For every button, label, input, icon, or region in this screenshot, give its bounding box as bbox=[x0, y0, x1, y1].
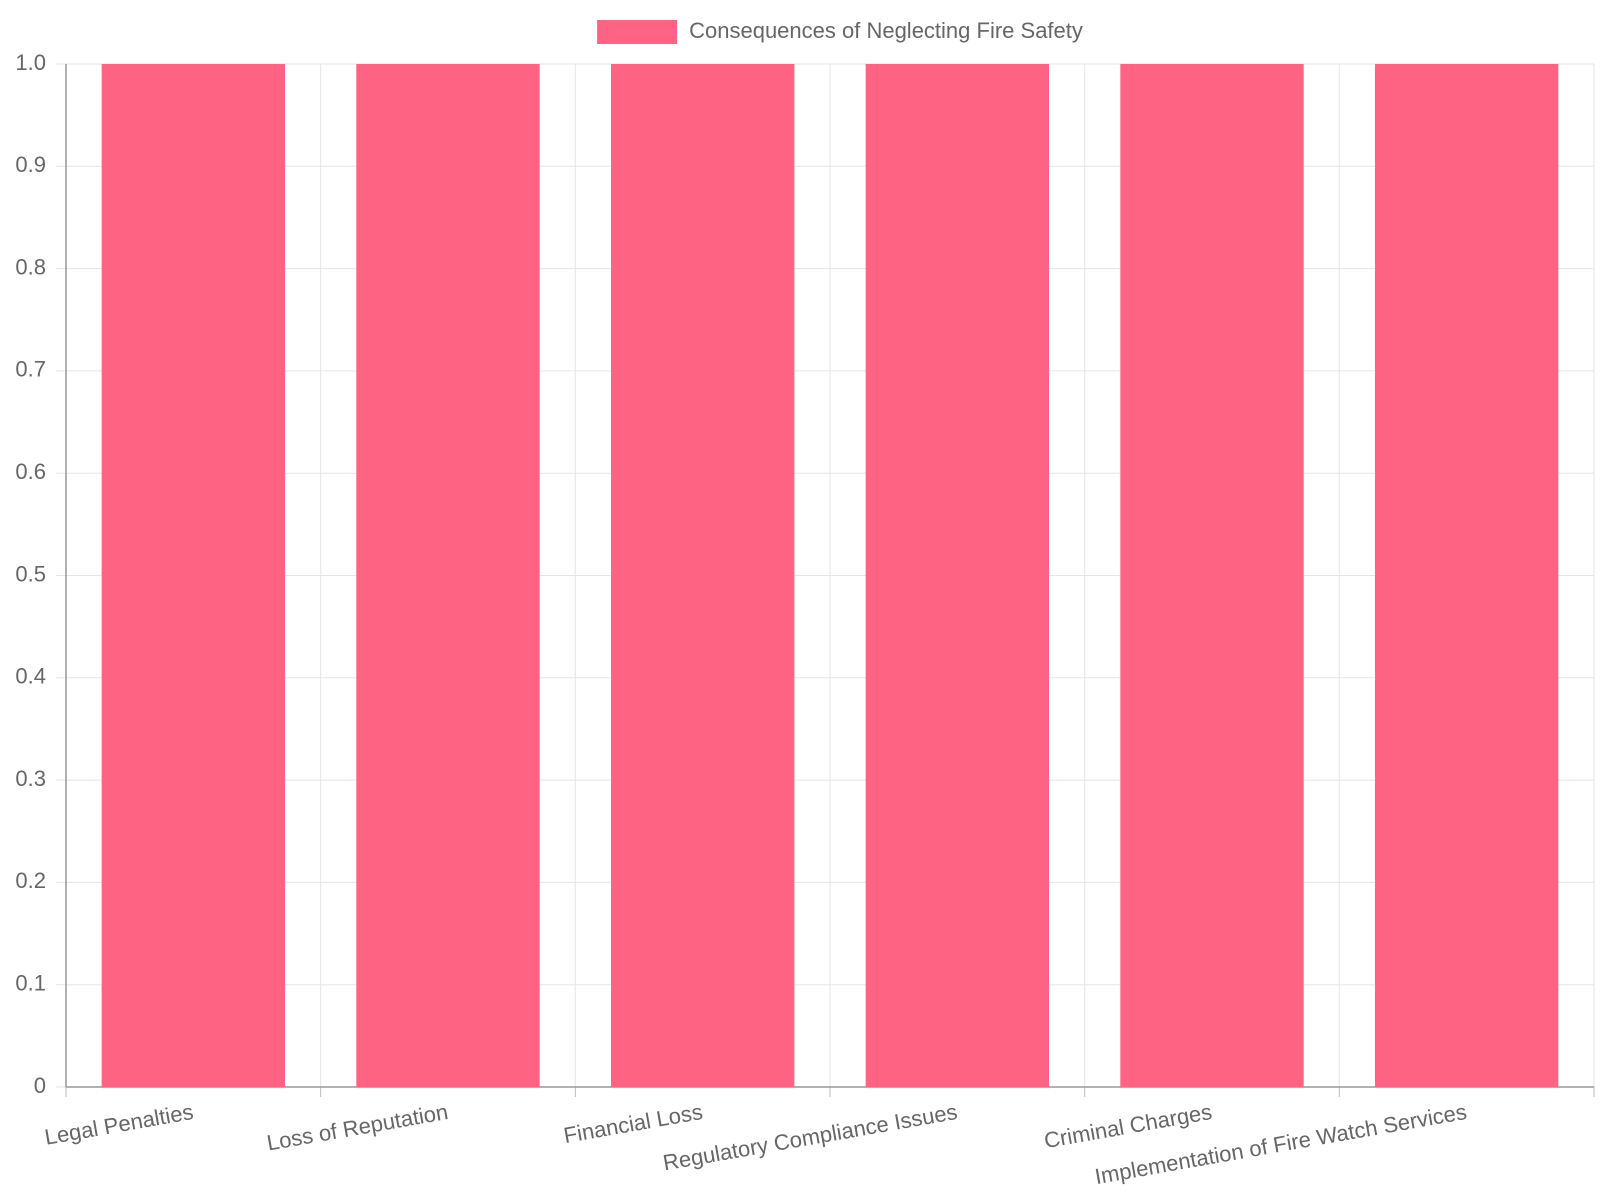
x-tick-label: Loss of Reputation bbox=[265, 1099, 450, 1155]
y-tick-label: 0.4 bbox=[15, 664, 46, 689]
x-tick-label: Legal Penalties bbox=[43, 1099, 196, 1150]
y-tick-label: 0.9 bbox=[15, 152, 46, 177]
y-tick-label: 1.0 bbox=[15, 50, 46, 75]
y-tick-label: 0.3 bbox=[15, 766, 46, 791]
x-tick-label: Financial Loss bbox=[562, 1099, 705, 1148]
y-tick-label: 0.7 bbox=[15, 357, 46, 382]
legend-label: Consequences of Neglecting Fire Safety bbox=[689, 18, 1083, 43]
bar bbox=[356, 64, 540, 1087]
x-tick-label: Criminal Charges bbox=[1042, 1099, 1214, 1153]
bar bbox=[610, 64, 795, 1087]
legend-item: Consequences of Neglecting Fire Safety bbox=[597, 18, 1083, 44]
y-tick-label: 0.2 bbox=[15, 868, 46, 893]
bar bbox=[101, 64, 286, 1087]
y-tick-label: 0.5 bbox=[15, 561, 46, 586]
y-tick-label: 0.8 bbox=[15, 254, 46, 279]
y-tick-label: 0.6 bbox=[15, 459, 46, 484]
y-tick-label: 0 bbox=[34, 1073, 46, 1098]
bar bbox=[1120, 64, 1304, 1087]
x-tick-label: Regulatory Compliance Issues bbox=[661, 1099, 959, 1175]
y-tick-label: 0.1 bbox=[15, 971, 46, 996]
bar bbox=[1374, 64, 1559, 1087]
legend-swatch bbox=[597, 20, 678, 44]
bar bbox=[865, 64, 1050, 1087]
